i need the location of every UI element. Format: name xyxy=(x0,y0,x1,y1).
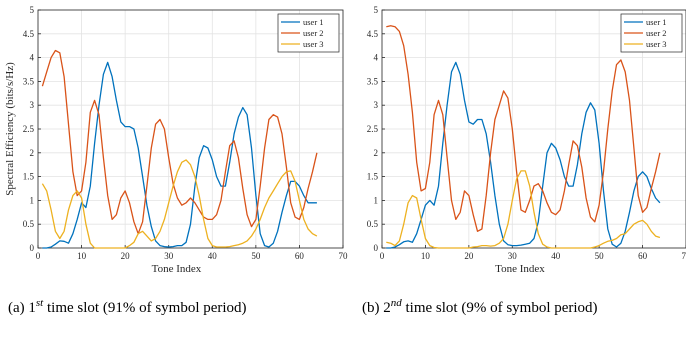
y-tick-label: 0.5 xyxy=(23,219,35,229)
y-tick-label: 3 xyxy=(30,100,35,110)
y-tick-label: 0 xyxy=(30,243,35,253)
caption-b-rest: time slot (9% of symbol period) xyxy=(401,300,598,316)
y-tick-label: 2 xyxy=(374,148,379,158)
x-tick-label: 30 xyxy=(164,251,174,261)
y-tick-label: 1 xyxy=(30,195,35,205)
y-tick-label: 5 xyxy=(374,5,379,15)
y-tick-label: 1.5 xyxy=(23,172,35,182)
x-tick-label: 50 xyxy=(251,251,261,261)
series-line-user-3 xyxy=(386,170,661,249)
legend-label-user-1: user 1 xyxy=(303,17,324,27)
caption-a-rest: time slot (91% of symbol period) xyxy=(43,300,247,316)
series-line-user-2 xyxy=(386,25,661,232)
y-tick-label: 4.5 xyxy=(23,29,35,39)
x-axis-label: Tone Index xyxy=(152,263,202,275)
x-tick-label: 50 xyxy=(595,251,605,261)
x-axis-label: Tone Index xyxy=(495,263,545,275)
x-tick-label: 0 xyxy=(36,251,41,261)
series-line-user-2 xyxy=(41,49,318,235)
y-tick-label: 1 xyxy=(374,195,379,205)
y-tick-label: 4 xyxy=(374,53,379,63)
y-tick-label: 2 xyxy=(30,148,35,158)
x-tick-label: 30 xyxy=(508,251,518,261)
x-tick-label: 70 xyxy=(339,251,349,261)
y-tick-label: 3.5 xyxy=(367,76,379,86)
series-line-user-3 xyxy=(41,159,318,249)
legend-label-user-2: user 2 xyxy=(303,28,324,38)
caption-a-prefix: (a) 1 xyxy=(8,300,36,316)
x-tick-label: 10 xyxy=(77,251,87,261)
y-tick-label: 2.5 xyxy=(367,124,379,134)
y-axis-label: Spectral Efficiency (bits/s/Hz) xyxy=(4,62,16,196)
y-tick-label: 3 xyxy=(374,100,379,110)
x-tick-label: 20 xyxy=(464,251,474,261)
series-line-user-1 xyxy=(386,61,661,249)
y-tick-label: 1.5 xyxy=(367,172,379,182)
x-tick-label: 40 xyxy=(551,251,561,261)
series-line-user-1 xyxy=(42,61,317,249)
y-tick-label: 4.5 xyxy=(367,29,379,39)
x-tick-label: 20 xyxy=(121,251,131,261)
y-tick-label: 2.5 xyxy=(23,124,35,134)
chart-panel-2: 0 10 20 30 40 50 60 70 0 0.5 1 1.5 2 2.5 3 3.5 4 4.5 5 Tone… xyxy=(367,5,686,275)
caption-b-sup: nd xyxy=(390,297,402,309)
legend-label-user-1: user 1 xyxy=(646,17,667,27)
y-tick-label: 5 xyxy=(30,5,35,15)
caption-a: (a) 1st time slot (91% of symbol period) xyxy=(8,294,308,318)
x-tick-label: 60 xyxy=(638,251,648,261)
y-tick-label: 4 xyxy=(30,53,35,63)
caption-a-sup: st xyxy=(35,297,44,309)
y-tick-label: 3.5 xyxy=(23,76,35,86)
caption-b-prefix: (b) 2 xyxy=(362,300,391,316)
y-tick-label: 0.5 xyxy=(367,219,379,229)
caption-b: (b) 2nd time slot (9% of symbol period) xyxy=(362,294,662,318)
legend-label-user-2: user 2 xyxy=(646,28,667,38)
x-tick-label: 0 xyxy=(380,251,385,261)
legend-label-user-3: user 3 xyxy=(303,39,324,49)
x-tick-label: 10 xyxy=(421,251,431,261)
chart-panel-1: 0 10 20 30 40 50 60 70 0 0.5 1 1.5 2 2.5 3 3.5 4 4.5 5 Tone… xyxy=(4,5,348,275)
x-tick-label: 40 xyxy=(208,251,218,261)
legend-label-user-3: user 3 xyxy=(646,39,667,49)
x-tick-label: 60 xyxy=(295,251,305,261)
x-tick-label: 70 xyxy=(682,251,686,261)
y-tick-label: 0 xyxy=(374,243,379,253)
